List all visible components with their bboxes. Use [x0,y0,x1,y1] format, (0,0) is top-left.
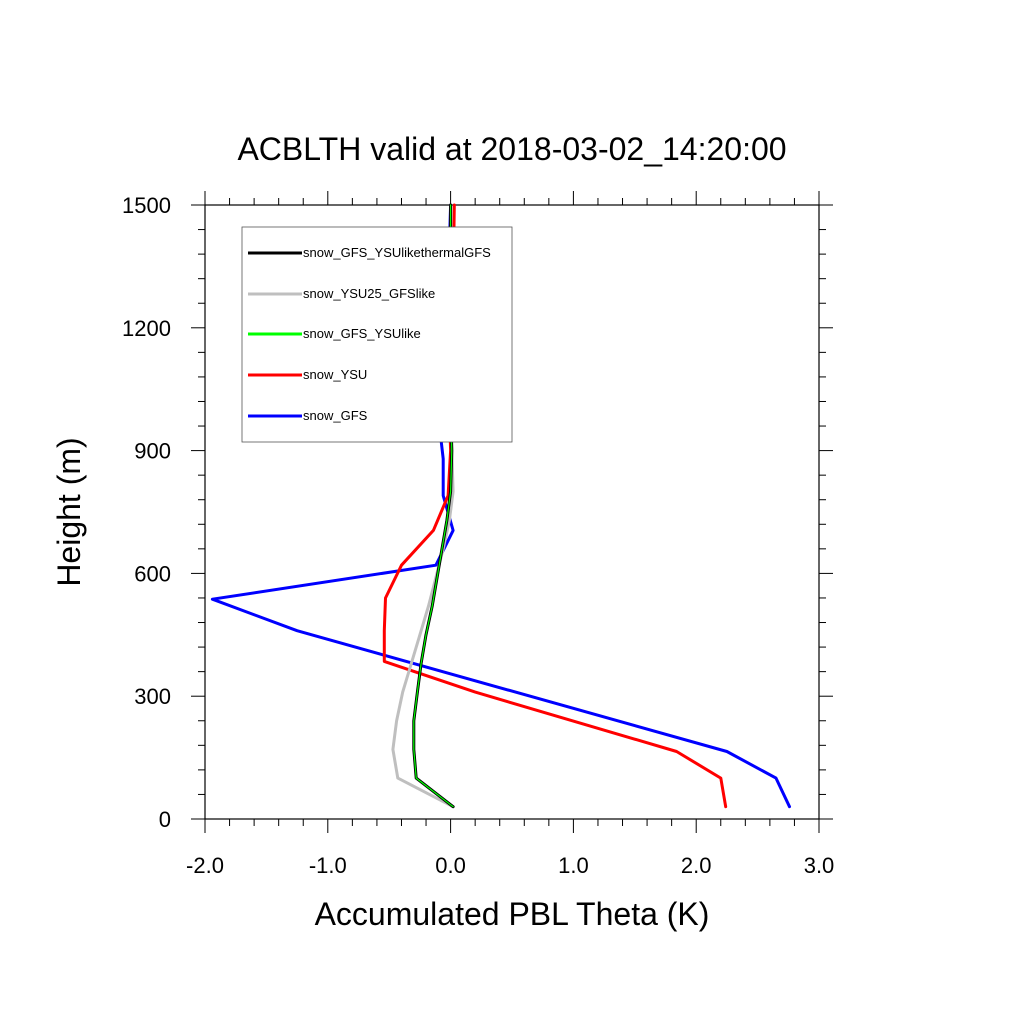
legend: snow_GFS_YSUlikethermalGFS snow_YSU25_GFS… [241,226,513,443]
x-tick-labels: -2.0 -1.0 0.0 1.0 2.0 3.0 [186,853,834,878]
legend-label: snow_GFS_YSUlike [303,326,421,341]
y-tick-label: 300 [134,684,171,709]
y-axis-label: Height (m) [51,437,87,586]
plot-area [204,204,820,820]
y-tick-label: 1500 [122,193,171,218]
x-axis-label: Accumulated PBL Theta (K) [315,896,710,932]
x-tick-label: 0.0 [435,853,466,878]
x-tick-label: 2.0 [681,853,712,878]
y-tick-label: 900 [134,439,171,464]
legend-label: snow_GFS [303,408,368,423]
legend-label: snow_YSU25_GFSlike [303,286,435,301]
x-tick-label: -2.0 [186,853,224,878]
x-tick-label: 3.0 [804,853,835,878]
x-tick-label: 1.0 [558,853,589,878]
y-tick-label: 600 [134,561,171,586]
legend-items: snow_GFS_YSUlikethermalGFS snow_YSU25_GFS… [248,245,491,423]
legend-label: snow_GFS_YSUlikethermalGFS [303,245,491,260]
chart-title: ACBLTH valid at 2018-03-02_14:20:00 [237,131,786,167]
legend-label: snow_YSU [303,367,367,382]
axis-ticks [191,191,833,833]
y-tick-label: 0 [159,807,171,832]
y-tick-label: 1200 [122,316,171,341]
y-tick-labels: 0 300 600 900 1200 1500 [122,193,171,832]
plot-frame [204,204,820,820]
x-tick-label: -1.0 [309,853,347,878]
